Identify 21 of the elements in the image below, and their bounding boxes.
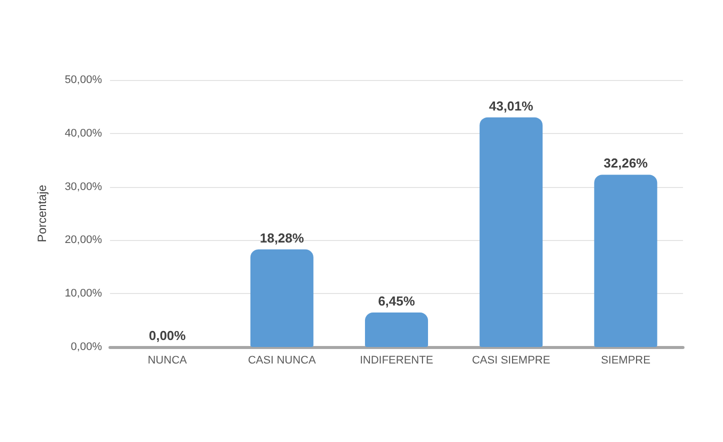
bar bbox=[250, 249, 314, 347]
y-axis-title: Porcentaje bbox=[35, 184, 49, 242]
y-tick-label: 20,00% bbox=[64, 234, 102, 246]
data-label: 6,45% bbox=[378, 294, 416, 309]
y-tick-label: 50,00% bbox=[64, 74, 102, 86]
x-tick-label: INDIFERENTE bbox=[360, 354, 434, 366]
data-label: 0,00% bbox=[148, 328, 186, 343]
y-tick-label: 40,00% bbox=[64, 127, 102, 140]
data-label: 43,01% bbox=[489, 98, 534, 114]
bar bbox=[364, 312, 428, 347]
data-label: 32,26% bbox=[604, 156, 648, 171]
y-tick-label: 30,00% bbox=[64, 180, 102, 193]
data-label: 18,28% bbox=[260, 230, 304, 246]
x-tick-label: SIEMPRE bbox=[600, 354, 650, 366]
bar bbox=[594, 174, 658, 347]
x-tick-label: NUNCA bbox=[148, 354, 188, 366]
bar bbox=[480, 117, 543, 347]
y-tick-label: 0,00% bbox=[70, 341, 102, 353]
x-tick-label: CASI SIEMPRE bbox=[472, 354, 550, 366]
y-tick-label: 10,00% bbox=[64, 288, 102, 300]
x-tick-label: CASI NUNCA bbox=[248, 354, 316, 366]
